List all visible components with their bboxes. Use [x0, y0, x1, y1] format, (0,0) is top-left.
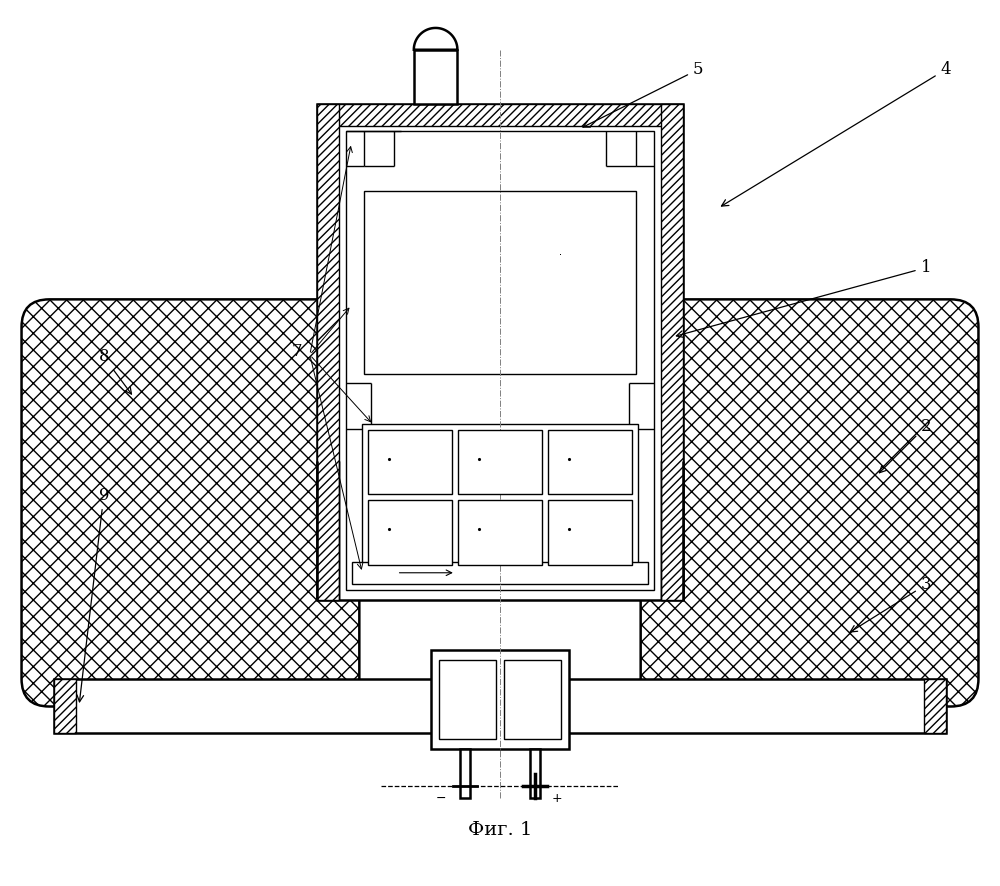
Text: Фиг. 1: Фиг. 1	[468, 821, 532, 839]
Text: 2: 2	[879, 417, 931, 473]
Text: −: −	[435, 792, 446, 805]
Bar	[458, 500, 542, 565]
Polygon shape	[414, 28, 457, 50]
Text: 4: 4	[721, 61, 951, 206]
Bar	[364, 190, 636, 374]
Bar	[346, 131, 654, 589]
FancyBboxPatch shape	[641, 299, 978, 706]
Text: 6: 6	[425, 39, 444, 78]
Bar	[460, 749, 470, 798]
Bar	[317, 105, 683, 126]
Text: 1: 1	[676, 260, 931, 338]
Bar	[458, 430, 542, 494]
Text: 7: 7	[292, 344, 302, 361]
Bar	[362, 424, 638, 571]
Bar	[661, 105, 683, 600]
Text: 8: 8	[98, 348, 131, 394]
Text: +: +	[551, 792, 562, 805]
Bar	[530, 749, 540, 798]
Bar	[414, 50, 457, 105]
Bar	[352, 562, 648, 584]
Bar	[317, 105, 683, 600]
Text: 9: 9	[77, 487, 109, 702]
Bar	[548, 430, 632, 494]
Bar	[924, 679, 946, 734]
Bar	[317, 461, 339, 600]
Bar	[548, 500, 632, 565]
Bar	[368, 430, 452, 494]
Bar	[368, 500, 452, 565]
Text: 3: 3	[850, 576, 931, 632]
Bar	[431, 649, 569, 749]
Bar	[317, 105, 339, 600]
Bar	[439, 660, 496, 739]
Bar	[54, 679, 76, 734]
FancyBboxPatch shape	[22, 299, 359, 706]
Bar	[661, 461, 683, 600]
Bar	[54, 679, 946, 734]
Text: 5: 5	[583, 61, 703, 127]
Bar	[504, 660, 561, 739]
